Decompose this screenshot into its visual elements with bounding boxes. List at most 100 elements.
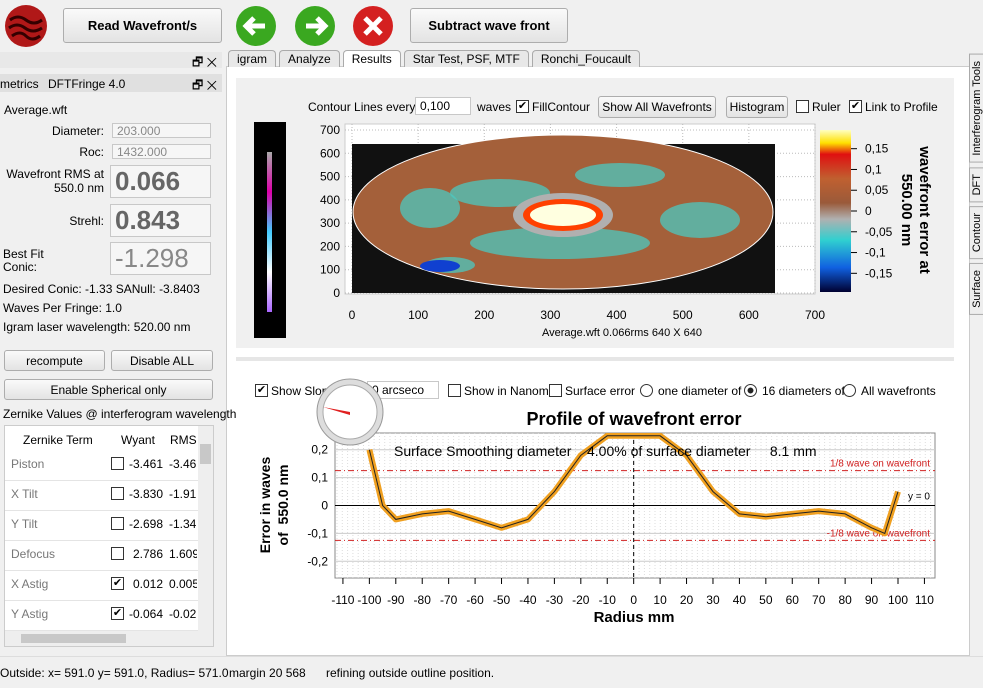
nav-icons xyxy=(236,6,393,46)
x-tick-label: 100 xyxy=(408,308,428,322)
info: Igram laser wavelength: 520.00 nm xyxy=(3,320,191,334)
x-tick-label: -50 xyxy=(493,593,511,607)
x-tick-label: 20 xyxy=(680,593,694,607)
x-tick-label: -30 xyxy=(546,593,564,607)
spherical-button[interactable]: Enable Spherical only xyxy=(4,379,213,400)
tab[interactable]: igram xyxy=(228,50,277,67)
y-tick-label: 500 xyxy=(320,170,340,184)
tab[interactable]: Results xyxy=(342,50,401,67)
x-tick-label: -10 xyxy=(599,593,617,607)
header: Wyant xyxy=(121,433,155,447)
x-tick-label: 0 xyxy=(630,593,637,607)
igram-thumbnail xyxy=(254,122,286,338)
wyant-value: -2.698 xyxy=(128,517,163,531)
header: RMS xyxy=(170,433,197,447)
conic-field: -1.298 xyxy=(110,242,211,275)
x-tick-label: -40 xyxy=(519,593,537,607)
checkbox[interactable] xyxy=(448,384,461,397)
x-tick-label: 400 xyxy=(607,308,627,322)
tab[interactable]: Star Test, PSF, MTF xyxy=(403,50,529,67)
histogram-button[interactable]: Histogram xyxy=(726,96,788,118)
map-region xyxy=(450,179,550,207)
x-tick-label: 700 xyxy=(805,308,825,322)
diameter-field: 203.000 xyxy=(112,123,211,138)
label: Surface error xyxy=(565,384,636,398)
checkbox[interactable]: ✔ xyxy=(516,100,529,113)
y-tick-label: 300 xyxy=(320,216,340,230)
row-line xyxy=(5,570,198,571)
status-text: Outside: x= 591.0 y= 591.0, Radius= 571.… xyxy=(0,666,229,680)
label: Roc: xyxy=(79,145,104,159)
x-tick-label: 40 xyxy=(733,593,747,607)
y-tick-label: 0 xyxy=(321,499,328,513)
y-axis-label: of 550.0 nm xyxy=(275,465,291,546)
y-tick-label: 700 xyxy=(320,123,340,137)
tab[interactable]: Analyze xyxy=(279,50,340,67)
file-name: Average.wft xyxy=(4,103,68,117)
checkbox[interactable] xyxy=(111,487,124,500)
y-tick-label: 400 xyxy=(320,193,340,207)
recompute-button[interactable]: recompute xyxy=(4,350,105,371)
scrollbar[interactable] xyxy=(5,631,213,646)
checkbox[interactable]: ✔ xyxy=(111,577,124,590)
zernike-term: X Astig xyxy=(11,577,49,591)
subtract-button[interactable]: Subtract wave front xyxy=(410,8,568,43)
label: Link to Profile xyxy=(865,100,938,114)
radio[interactable] xyxy=(843,384,856,397)
x-tick-label: -60 xyxy=(466,593,484,607)
rms-field: 0.066 xyxy=(110,165,211,198)
zernike-table: Zernike Term Wyant RMS Piston -3.461 -3.46… xyxy=(4,425,214,647)
x-axis-caption: Average.wft 0.066rms 640 X 640 xyxy=(542,327,702,339)
map-region xyxy=(420,260,460,272)
row-line xyxy=(5,600,198,601)
annotation: Surface Smoothing diameter 4.00% of surf… xyxy=(394,443,817,459)
radio[interactable] xyxy=(640,384,653,397)
dock-title[interactable]: DFTFringe 4.0 xyxy=(48,77,126,91)
label: Contour Lines every xyxy=(308,100,416,114)
zero-label: y = 0 xyxy=(908,492,930,503)
disable-button[interactable]: Disable ALL xyxy=(111,350,213,371)
label: Wavefront RMS at xyxy=(6,167,104,181)
wyant-value: 2.786 xyxy=(132,547,163,561)
colorbar-title: 550.00 nm xyxy=(898,174,915,247)
checkbox[interactable]: ✔ xyxy=(849,100,862,113)
scrollbar[interactable] xyxy=(198,426,213,631)
side-tab[interactable]: DFT xyxy=(969,166,983,202)
compass-icon xyxy=(316,378,384,446)
x-tick-label: 100 xyxy=(888,593,908,607)
y-tick-label: 200 xyxy=(320,239,340,253)
label: Show Slop xyxy=(271,384,329,398)
colorbar-label: -0,15 xyxy=(865,266,893,280)
side-tab[interactable]: Surface xyxy=(969,263,983,316)
row-line xyxy=(5,630,198,631)
show-all-button[interactable]: Show All Wavefronts xyxy=(598,96,716,118)
checkbox[interactable] xyxy=(111,517,124,530)
radio[interactable] xyxy=(744,384,757,397)
app-icon[interactable] xyxy=(4,4,48,48)
x-tick-label: -90 xyxy=(387,593,405,607)
map-center xyxy=(530,204,596,226)
colorbar-label: 0,15 xyxy=(865,142,889,156)
status-bar: Outside: x= 591.0 y= 591.0, Radius= 571.… xyxy=(0,656,983,688)
dock-title[interactable]: metrics xyxy=(0,77,39,91)
checkbox[interactable] xyxy=(549,384,562,397)
tab[interactable]: Ronchi_Foucault xyxy=(531,50,640,67)
splitter[interactable] xyxy=(236,357,954,361)
x-tick-label: 0 xyxy=(349,308,356,322)
checkbox[interactable] xyxy=(111,547,124,560)
x-tick-label: 50 xyxy=(759,593,773,607)
read-button[interactable]: Read Wavefront/s xyxy=(63,8,222,43)
side-tab[interactable]: Interferogram Tools xyxy=(969,54,983,163)
checkbox[interactable]: ✔ xyxy=(111,607,124,620)
step-spinbox[interactable]: 0,100 xyxy=(415,97,471,115)
label: Best Fit xyxy=(3,247,44,261)
checkbox[interactable]: ✔ xyxy=(255,384,268,397)
arcsec-spinbox[interactable]: 0 arcseco xyxy=(367,381,439,399)
checkbox[interactable] xyxy=(111,457,124,470)
side-tab[interactable]: Contour xyxy=(969,205,983,260)
x-tick-label: 90 xyxy=(865,593,879,607)
label: 550.0 nm xyxy=(53,181,104,195)
checkbox[interactable] xyxy=(796,100,809,113)
label: Diameter: xyxy=(51,124,104,138)
wyant-value: -0.064 xyxy=(128,607,163,621)
